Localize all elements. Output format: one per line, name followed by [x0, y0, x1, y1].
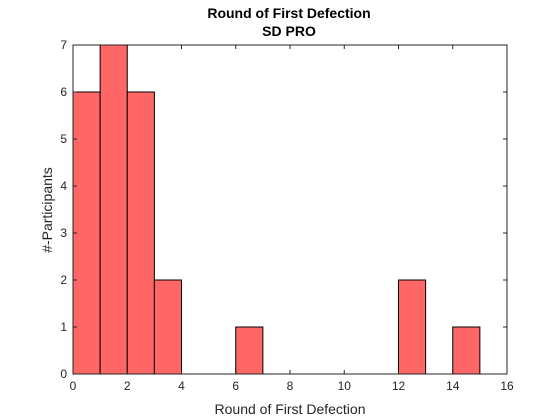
- histogram-bar: [452, 326, 481, 375]
- bars-group: [72, 44, 481, 375]
- x-tick-label: 12: [392, 379, 406, 393]
- y-tick-label: 3: [60, 226, 67, 240]
- x-tick-label: 6: [232, 379, 239, 393]
- x-tick-label: 10: [338, 379, 352, 393]
- y-tick-label: 4: [60, 179, 67, 193]
- y-tick-label: 6: [60, 85, 67, 99]
- chart-title: Round of First Defection: [207, 5, 370, 21]
- histogram-bar: [398, 279, 427, 375]
- x-axis-ticks: 0 2 4 6 8 10 12 14 16: [70, 45, 514, 393]
- x-tick-label: 14: [446, 379, 460, 393]
- x-tick-label: 16: [500, 379, 514, 393]
- y-axis-ticks: 0 1 2 3 4 5 6 7: [60, 38, 507, 381]
- y-tick-label: 7: [60, 38, 67, 52]
- histogram-bar: [126, 91, 155, 375]
- x-tick-label: 0: [70, 379, 77, 393]
- y-tick-label: 0: [60, 367, 67, 381]
- y-axis-label: #-Participants: [39, 167, 55, 253]
- x-tick-label: 4: [178, 379, 185, 393]
- x-axis-label: Round of First Defection: [215, 401, 366, 417]
- chart-subtitle: SD PRO: [262, 23, 316, 39]
- y-tick-label: 2: [60, 273, 67, 287]
- histogram-bar: [235, 326, 264, 375]
- x-tick-label: 8: [287, 379, 294, 393]
- y-tick-label: 1: [60, 320, 67, 334]
- histogram-bar: [99, 44, 128, 375]
- histogram-bar: [153, 279, 182, 375]
- histogram-bar: [72, 91, 101, 375]
- x-tick-label: 2: [124, 379, 131, 393]
- y-tick-label: 5: [60, 132, 67, 146]
